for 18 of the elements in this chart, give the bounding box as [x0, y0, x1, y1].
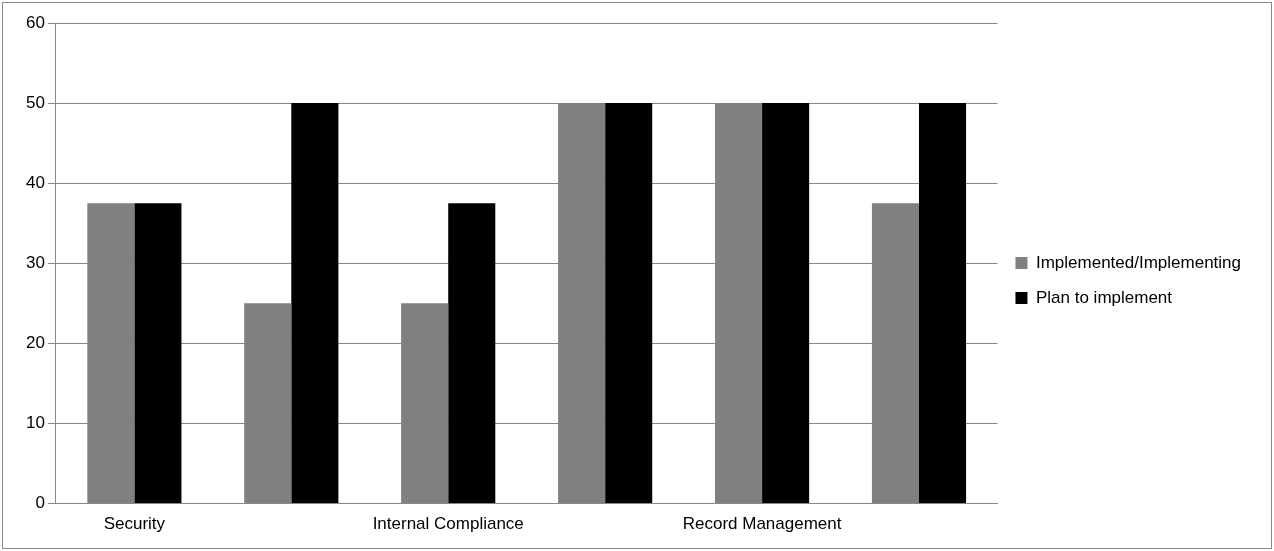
x-tick-label: Internal Compliance [372, 514, 524, 534]
x-tick-label: Record Management [682, 514, 842, 534]
bar [291, 103, 339, 504]
bar [448, 203, 496, 504]
x-tick-label: Security [103, 514, 166, 534]
y-tick-label: 10 [25, 413, 45, 433]
bar [918, 103, 967, 504]
bar [762, 103, 810, 504]
legend-label: Implemented/Implementing [1035, 252, 1241, 272]
y-tick-label: 30 [25, 252, 45, 272]
y-tick-label: 20 [25, 333, 45, 353]
bar [134, 203, 182, 504]
y-tick-label: 50 [25, 92, 45, 112]
legend-label: Plan to implement [1035, 287, 1173, 307]
y-tick-label: 60 [25, 12, 45, 32]
y-tick-label: 0 [35, 493, 45, 513]
y-tick-label: 40 [25, 172, 45, 192]
bar [605, 103, 653, 504]
